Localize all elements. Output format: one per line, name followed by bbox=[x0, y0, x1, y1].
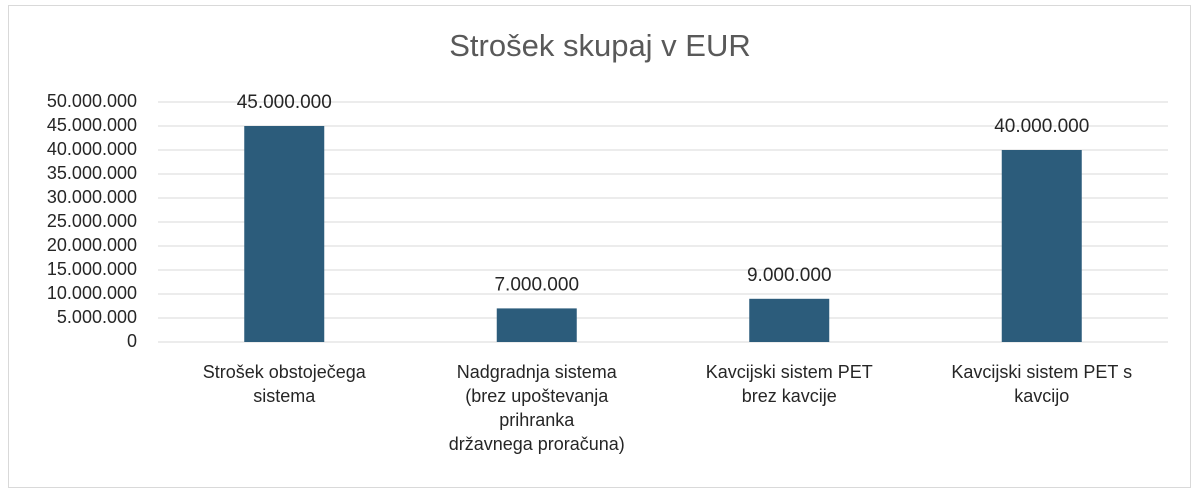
chart-title: Strošek skupaj v EUR bbox=[449, 28, 751, 63]
y-tick-label: 50.000.000 bbox=[47, 91, 137, 111]
x-tick-label: Strošek obstoječega sistema bbox=[202, 362, 366, 406]
data-label: 40.000.000 bbox=[994, 116, 1089, 137]
y-tick-label: 5.000.000 bbox=[57, 307, 137, 327]
y-tick-label: 45.000.000 bbox=[47, 115, 137, 135]
y-tick-label: 25.000.000 bbox=[47, 211, 137, 231]
data-label: 45.000.000 bbox=[237, 92, 332, 113]
x-tick-label: Nadgradnja sistema (brez upoštevanja pri… bbox=[448, 362, 625, 454]
bar bbox=[749, 298, 830, 342]
y-tick-label: 40.000.000 bbox=[47, 139, 137, 159]
y-tick-label: 20.000.000 bbox=[47, 235, 137, 255]
y-tick-label: 0 bbox=[127, 331, 137, 351]
data-label: 9.000.000 bbox=[747, 265, 832, 286]
x-tick-label: Kavcijski sistem PET s kavcijo bbox=[951, 362, 1133, 406]
bar bbox=[496, 308, 577, 342]
data-label: 7.000.000 bbox=[494, 274, 579, 295]
y-tick-label: 30.000.000 bbox=[47, 187, 137, 207]
bar bbox=[244, 126, 325, 342]
y-tick-label: 10.000.000 bbox=[47, 283, 137, 303]
y-tick-label: 35.000.000 bbox=[47, 163, 137, 183]
y-tick-label: 15.000.000 bbox=[47, 259, 137, 279]
bar bbox=[1001, 150, 1082, 342]
x-tick-label: Kavcijski sistem PET brez kavcije bbox=[705, 362, 873, 406]
